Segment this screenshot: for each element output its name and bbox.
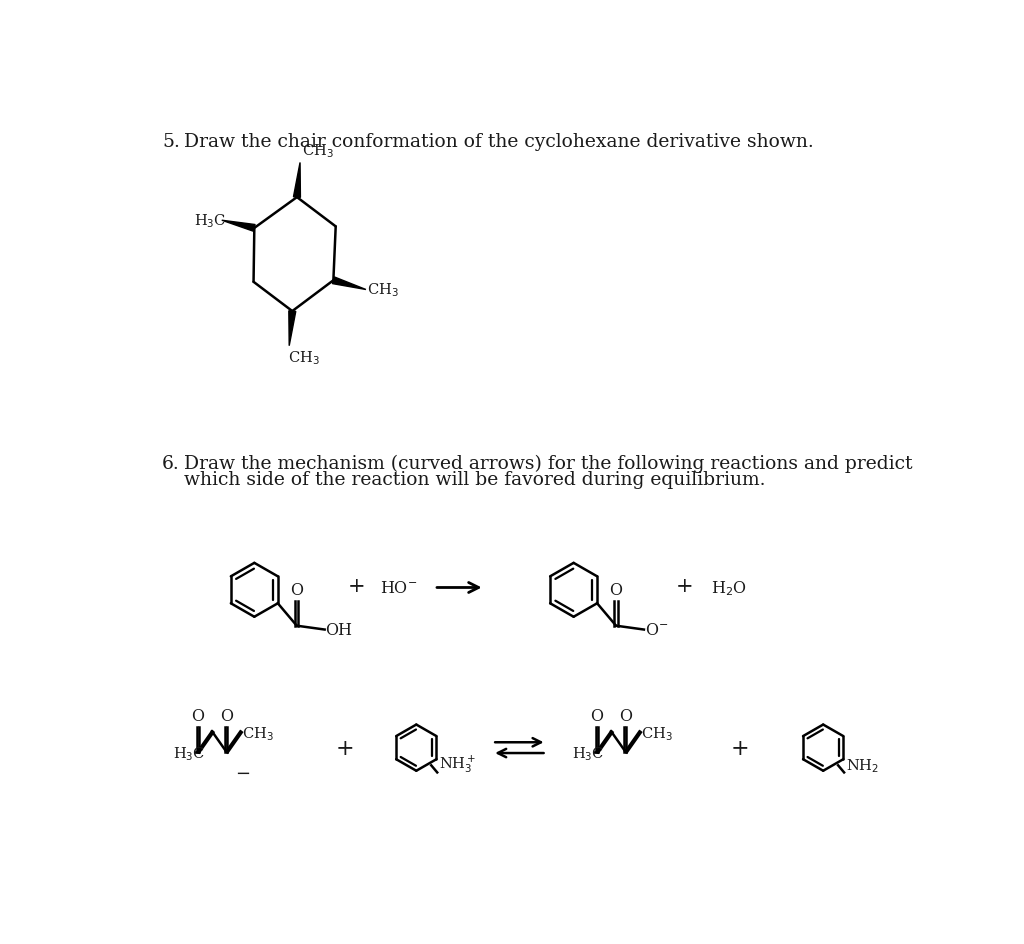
Text: 6.: 6. xyxy=(162,454,180,472)
Text: +: + xyxy=(676,577,693,596)
Text: O: O xyxy=(591,707,603,724)
Text: Draw the mechanism (curved arrows) for the following reactions and predict: Draw the mechanism (curved arrows) for t… xyxy=(183,454,912,472)
Text: CH$_3$: CH$_3$ xyxy=(302,143,334,160)
Text: OH: OH xyxy=(326,621,352,638)
Text: NH$_2$: NH$_2$ xyxy=(846,757,879,774)
Polygon shape xyxy=(294,163,300,198)
Polygon shape xyxy=(222,221,255,232)
Text: O: O xyxy=(220,707,232,724)
Text: H$_3$C: H$_3$C xyxy=(194,212,226,229)
Text: H$_3$C: H$_3$C xyxy=(173,745,205,762)
Text: NH$_3^+$: NH$_3^+$ xyxy=(438,752,476,774)
Text: −: − xyxy=(236,765,250,783)
Text: +: + xyxy=(348,577,366,596)
Text: O: O xyxy=(618,707,632,724)
Text: CH$_3$: CH$_3$ xyxy=(242,724,273,742)
Text: CH$_3$: CH$_3$ xyxy=(641,724,673,742)
Text: CH$_3$: CH$_3$ xyxy=(368,281,399,299)
Text: +: + xyxy=(731,737,750,759)
Text: O: O xyxy=(290,582,303,598)
Polygon shape xyxy=(333,278,366,290)
Text: H$_3$C: H$_3$C xyxy=(572,745,604,762)
Text: 5.: 5. xyxy=(162,133,180,151)
Text: which side of the reaction will be favored during equilibrium.: which side of the reaction will be favor… xyxy=(183,470,765,488)
Polygon shape xyxy=(289,312,296,346)
Text: Draw the chair conformation of the cyclohexane derivative shown.: Draw the chair conformation of the cyclo… xyxy=(183,133,813,151)
Text: +: + xyxy=(336,737,354,759)
Text: O: O xyxy=(609,582,623,598)
Text: H$_2$O: H$_2$O xyxy=(711,579,746,598)
Text: O$^{-}$: O$^{-}$ xyxy=(645,621,668,638)
Text: CH$_3$: CH$_3$ xyxy=(288,349,319,367)
Text: HO$^{-}$: HO$^{-}$ xyxy=(380,580,417,597)
Text: O: O xyxy=(191,707,204,724)
